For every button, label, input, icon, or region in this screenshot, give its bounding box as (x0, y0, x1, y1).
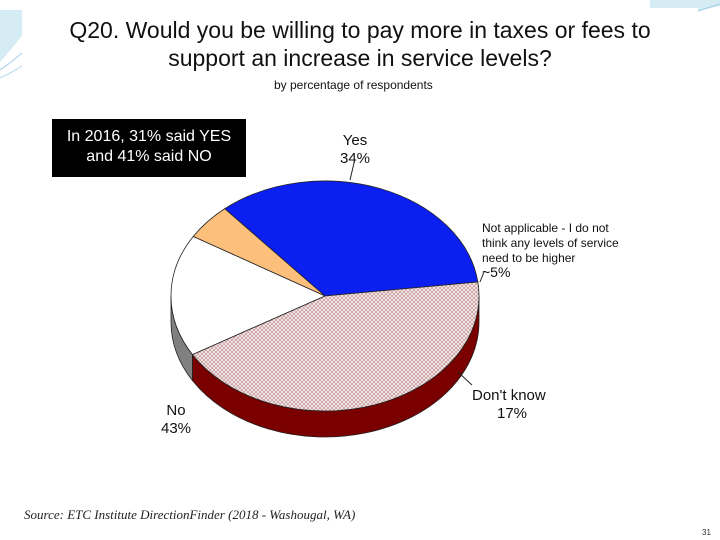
slice-value-don-t: 17% (497, 405, 527, 422)
chart-title-line-2: support an increase in service levels? (168, 45, 552, 71)
chart-title-line-1: Q20. Would you be willing to pay more in… (69, 17, 651, 43)
slice-label-no: No (166, 402, 185, 419)
pie-leaders (349, 162, 485, 386)
slice-label-not-line-1: Not applicable - I do not (482, 221, 609, 235)
source-note: Source: ETC Institute DirectionFinder (2… (24, 507, 356, 522)
slice-value-no: 43% (161, 420, 191, 437)
slice-value-yes: 34% (340, 150, 370, 167)
comparison-note: In 2016, 31% said YES and 41% said NO (52, 119, 246, 177)
pie-slice-yes (224, 180, 479, 297)
pie-slice-no (191, 281, 480, 412)
slice-label-not-line-3: need to be higher (482, 251, 575, 265)
page-number: 31 (702, 528, 711, 537)
leader-line-don-t (457, 371, 473, 386)
leader-line-yes (349, 162, 355, 181)
chart-subtitle: by percentage of respondents (274, 78, 433, 92)
slice-label-yes: Yes (343, 132, 367, 149)
slice-label-don-t: Don't know (472, 387, 546, 404)
chart-title: Q20. Would you be willing to pay more in… (22, 16, 698, 72)
slice-label-not-line-2: think any levels of service (482, 236, 619, 250)
pie-tops (170, 180, 480, 412)
comparison-note-line-1: In 2016, 31% said YES (66, 128, 232, 145)
leader-line-not (479, 271, 485, 283)
comparison-note-line-2: and 41% said NO (86, 148, 212, 165)
pie-slice-don-t (170, 235, 326, 356)
slice-value-not: ~5% (482, 264, 510, 280)
